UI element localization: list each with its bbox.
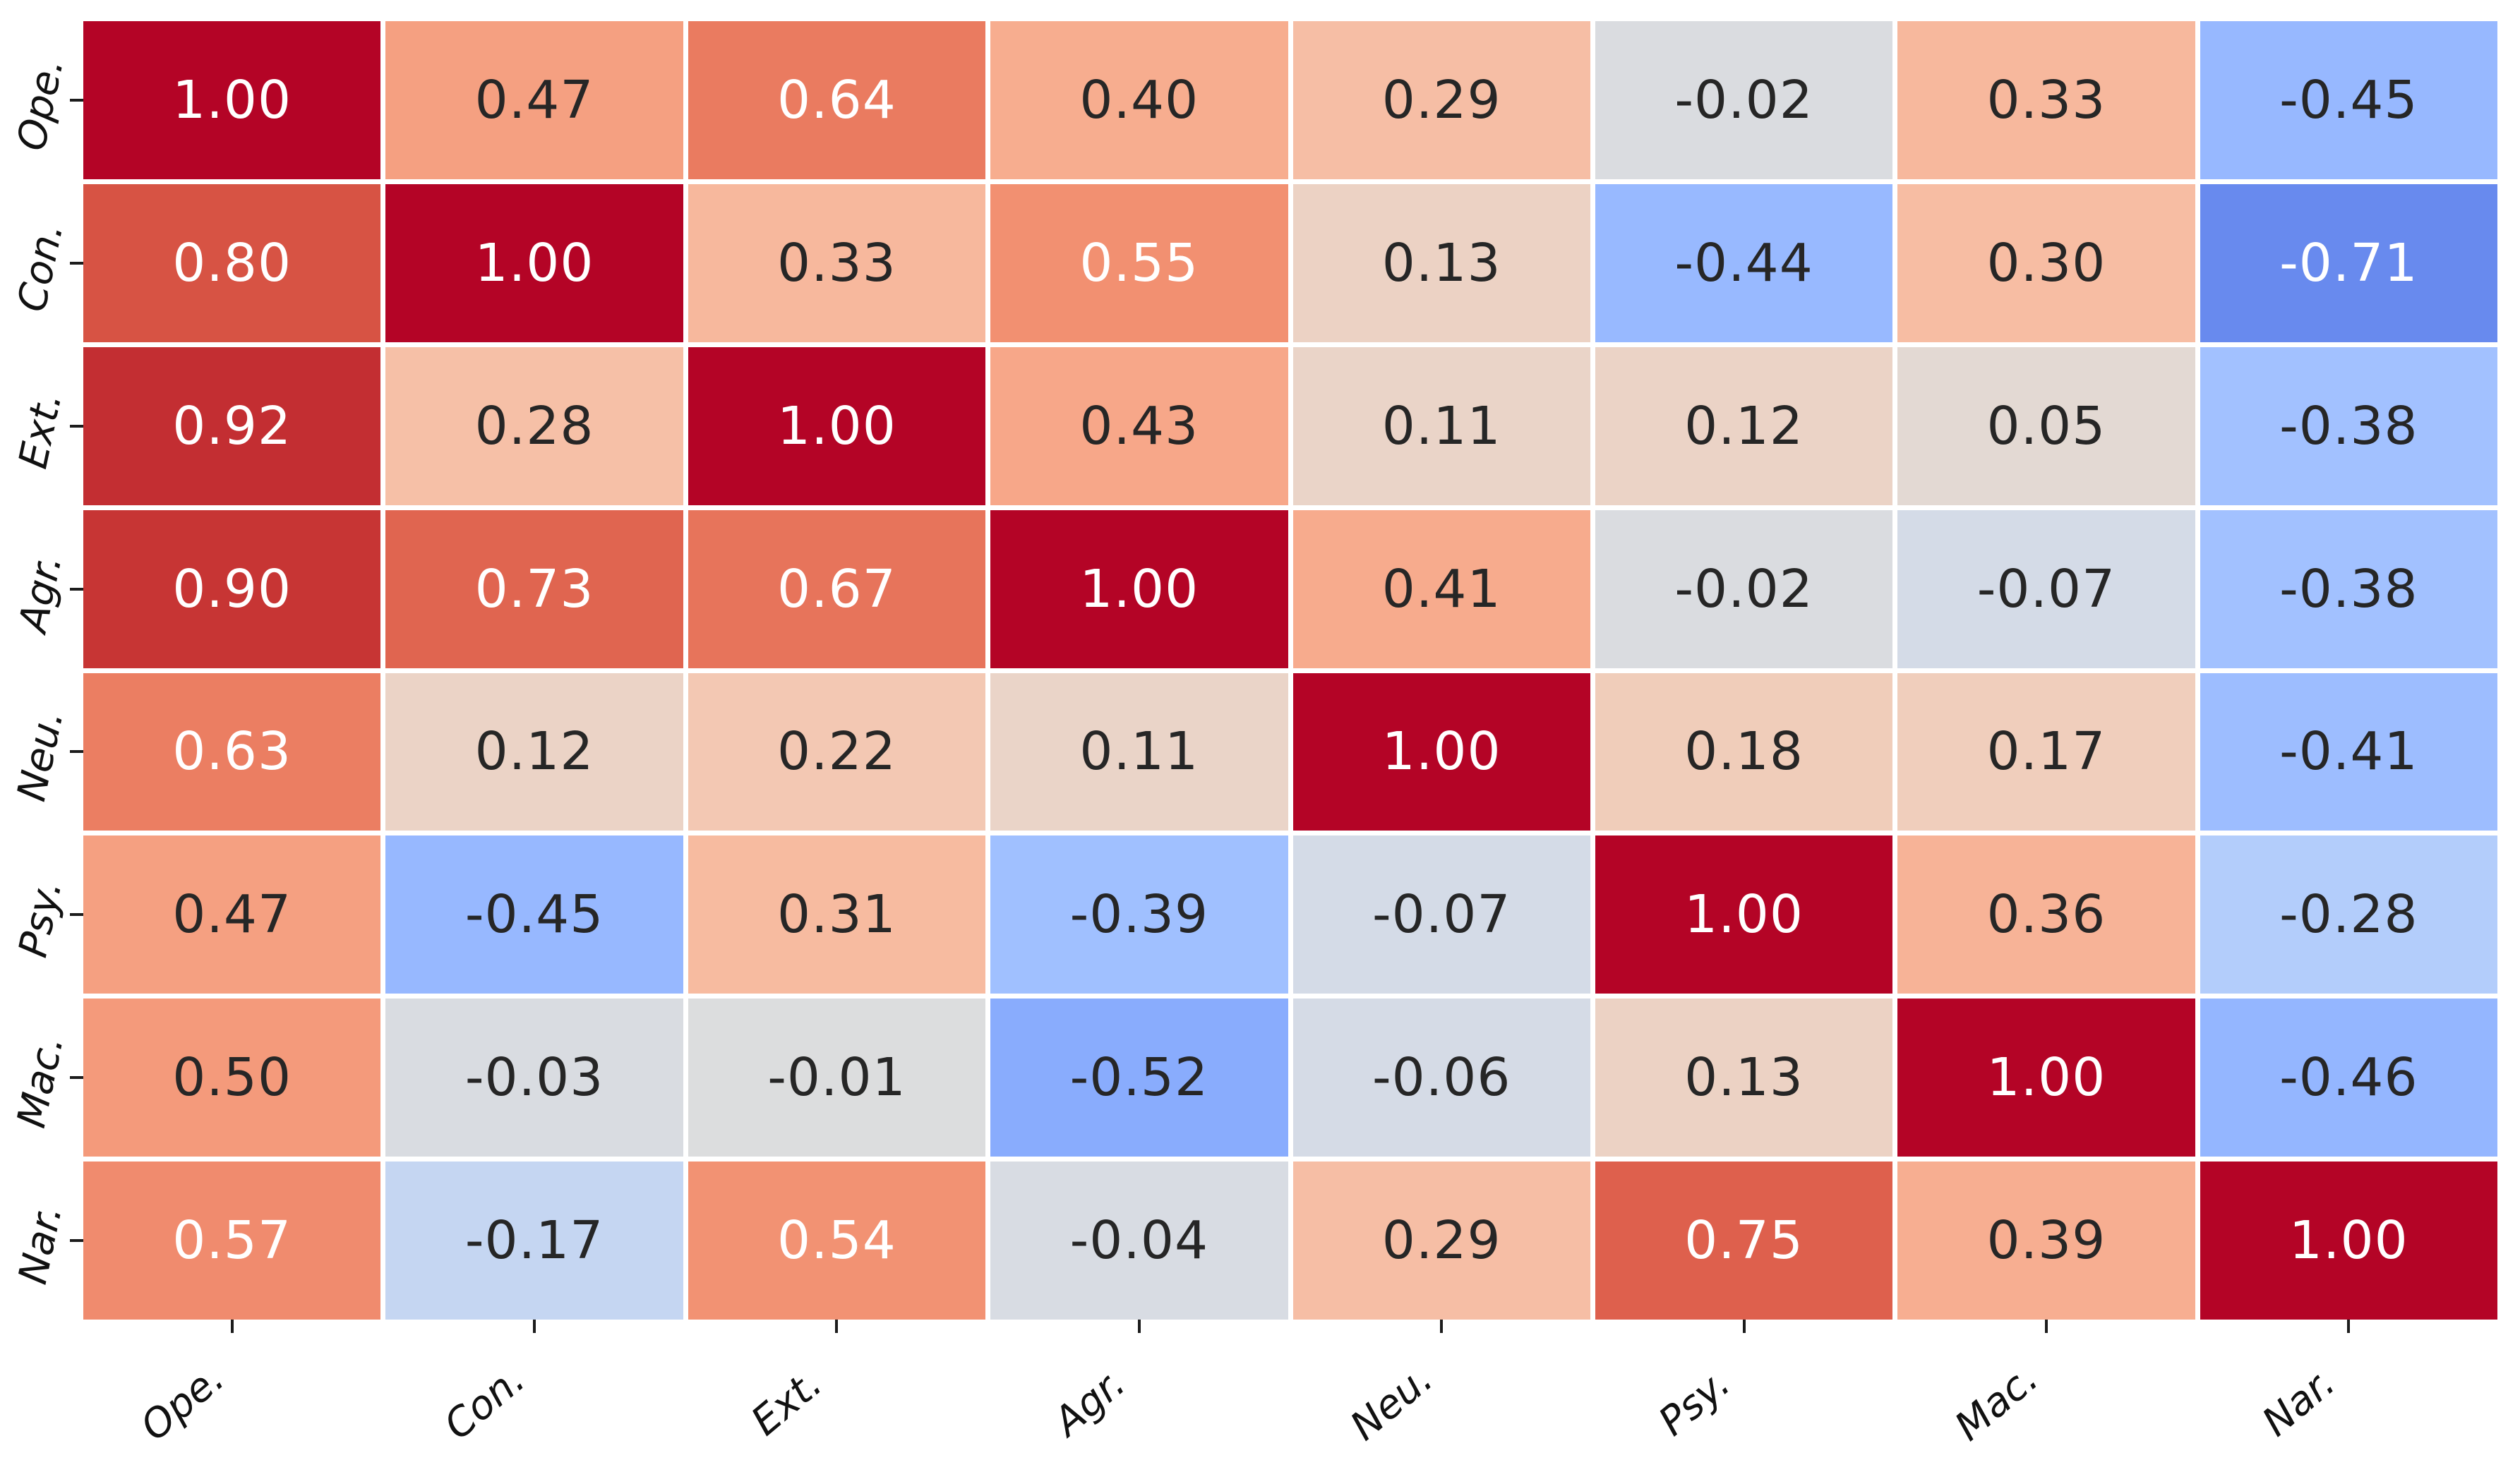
y-tick-label: Con.: [8, 219, 73, 316]
heatmap-cell: -0.03: [385, 999, 683, 1157]
heatmap-cell: 1.00: [2200, 1162, 2497, 1320]
y-tick-mark: [70, 424, 83, 428]
heatmap-cell: -0.28: [2200, 835, 2497, 994]
heatmap-cell: 0.12: [385, 672, 683, 831]
heatmap-cell: 0.29: [1292, 21, 1590, 179]
y-tick-label: Neu.: [8, 706, 73, 806]
correlation-heatmap: 1.00 0.47 0.64 0.40 0.29 -0.02 0.33 -0.45 0.80 1.…: [83, 21, 2497, 1320]
heatmap-cell: 0.47: [83, 835, 381, 994]
heatmap-cell: 0.30: [1897, 183, 2195, 342]
heatmap-cell: -0.07: [1292, 835, 1590, 994]
heatmap-cell: 0.29: [1292, 1162, 1590, 1320]
heatmap-cell: 0.11: [990, 672, 1288, 831]
x-tick-label: Ext.: [743, 1360, 832, 1445]
heatmap-cell: 0.75: [1595, 1162, 1893, 1320]
y-tick-mark: [70, 913, 83, 917]
x-tick-mark: [1742, 1320, 1746, 1333]
heatmap-cell: 0.39: [1897, 1162, 2195, 1320]
x-tick-mark: [1137, 1320, 1141, 1333]
y-tick-label: Mac.: [8, 1032, 73, 1133]
heatmap-cell: -0.02: [1595, 21, 1893, 179]
heatmap-cell: 0.40: [990, 21, 1288, 179]
heatmap-cell: -0.44: [1595, 183, 1893, 342]
x-tick-mark: [835, 1320, 839, 1333]
heatmap-cell: 0.92: [83, 346, 381, 505]
heatmap-cell: -0.02: [1595, 509, 1893, 668]
heatmap-cell: 0.12: [1595, 346, 1893, 505]
heatmap-cell: 0.22: [688, 672, 986, 831]
heatmap-cell: 0.50: [83, 999, 381, 1157]
heatmap-cell: 0.33: [1897, 21, 2195, 179]
heatmap-cell: -0.46: [2200, 999, 2497, 1157]
heatmap-cell: 1.00: [1595, 835, 1893, 994]
heatmap-cell: -0.06: [1292, 999, 1590, 1157]
x-tick-label: Mac.: [1946, 1355, 2047, 1450]
heatmap-cell: 0.33: [688, 183, 986, 342]
y-tick-label: Agr.: [10, 550, 71, 636]
x-tick-label: Nar.: [2254, 1359, 2344, 1446]
y-tick-mark: [70, 98, 83, 102]
y-tick-label: Nar.: [10, 1201, 71, 1289]
heatmap-cell: 0.73: [385, 509, 683, 668]
heatmap-cell: 0.47: [385, 21, 683, 179]
x-tick-label: Agr.: [1045, 1360, 1134, 1445]
heatmap-cell: -0.38: [2200, 509, 2497, 668]
heatmap-cell: 0.28: [385, 346, 683, 505]
heatmap-cell: 0.05: [1897, 346, 2195, 505]
heatmap-cell: 0.13: [1292, 183, 1590, 342]
heatmap-cell: 1.00: [1897, 999, 2195, 1157]
heatmap-cell: -0.52: [990, 999, 1288, 1157]
heatmap-cell: 0.54: [688, 1162, 986, 1320]
y-tick-mark: [70, 750, 83, 754]
heatmap-cell: 0.31: [688, 835, 986, 994]
heatmap-cell: 0.63: [83, 672, 381, 831]
heatmap-cell: 1.00: [83, 21, 381, 179]
heatmap-cell: 0.67: [688, 509, 986, 668]
heatmap-cell: -0.45: [2200, 21, 2497, 179]
x-tick-mark: [2347, 1320, 2351, 1333]
heatmap-cell: 1.00: [688, 346, 986, 505]
y-tick-mark: [70, 261, 83, 265]
x-tick-mark: [533, 1320, 536, 1333]
x-tick-mark: [1440, 1320, 1444, 1333]
y-tick-mark: [70, 587, 83, 591]
heatmap-cell: 1.00: [990, 509, 1288, 668]
y-tick-mark: [70, 1239, 83, 1243]
heatmap-cell: -0.45: [385, 835, 683, 994]
heatmap-cell: 1.00: [385, 183, 683, 342]
x-tick-label: Ope.: [131, 1355, 233, 1450]
y-tick-mark: [70, 1076, 83, 1080]
y-tick-label: Ope.: [8, 54, 73, 155]
heatmap-cell: -0.01: [688, 999, 986, 1157]
heatmap-cell: 0.64: [688, 21, 986, 179]
heatmap-cell: 0.80: [83, 183, 381, 342]
heatmap-cell: 0.55: [990, 183, 1288, 342]
heatmap-cell: -0.07: [1897, 509, 2195, 668]
heatmap-cell: -0.17: [385, 1162, 683, 1320]
x-tick-label: Neu.: [1342, 1356, 1442, 1450]
heatmap-cell: 0.17: [1897, 672, 2195, 831]
heatmap-cell: 0.11: [1292, 346, 1590, 505]
heatmap-cell: 1.00: [1292, 672, 1590, 831]
heatmap-cell: 0.41: [1292, 509, 1590, 668]
heatmap-cell: -0.41: [2200, 672, 2497, 831]
x-tick-label: Con.: [436, 1356, 534, 1449]
x-tick-label: Psy.: [1650, 1360, 1739, 1445]
heatmap-cell: 0.13: [1595, 999, 1893, 1157]
heatmap-cell: -0.38: [2200, 346, 2497, 505]
heatmap-cell: -0.39: [990, 835, 1288, 994]
heatmap-cell: -0.71: [2200, 183, 2497, 342]
heatmap-cell: 0.43: [990, 346, 1288, 505]
heatmap-cell: 0.90: [83, 509, 381, 668]
x-tick-mark: [230, 1320, 234, 1333]
y-tick-label: Psy.: [10, 876, 71, 962]
heatmap-cell: -0.04: [990, 1162, 1288, 1320]
heatmap-cell: 0.36: [1897, 835, 2195, 994]
heatmap-cell: 0.57: [83, 1162, 381, 1320]
y-tick-label: Ext.: [10, 387, 71, 473]
heatmap-cell: 0.18: [1595, 672, 1893, 831]
x-tick-mark: [2044, 1320, 2048, 1333]
